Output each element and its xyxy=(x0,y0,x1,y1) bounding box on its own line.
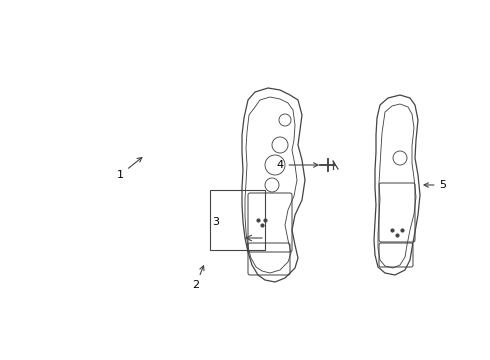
Text: 1: 1 xyxy=(117,158,142,180)
Text: 2: 2 xyxy=(193,266,204,290)
Text: 5: 5 xyxy=(424,180,446,190)
Text: 4: 4 xyxy=(276,160,318,170)
Bar xyxy=(210,190,265,250)
Text: 3: 3 xyxy=(212,217,219,227)
